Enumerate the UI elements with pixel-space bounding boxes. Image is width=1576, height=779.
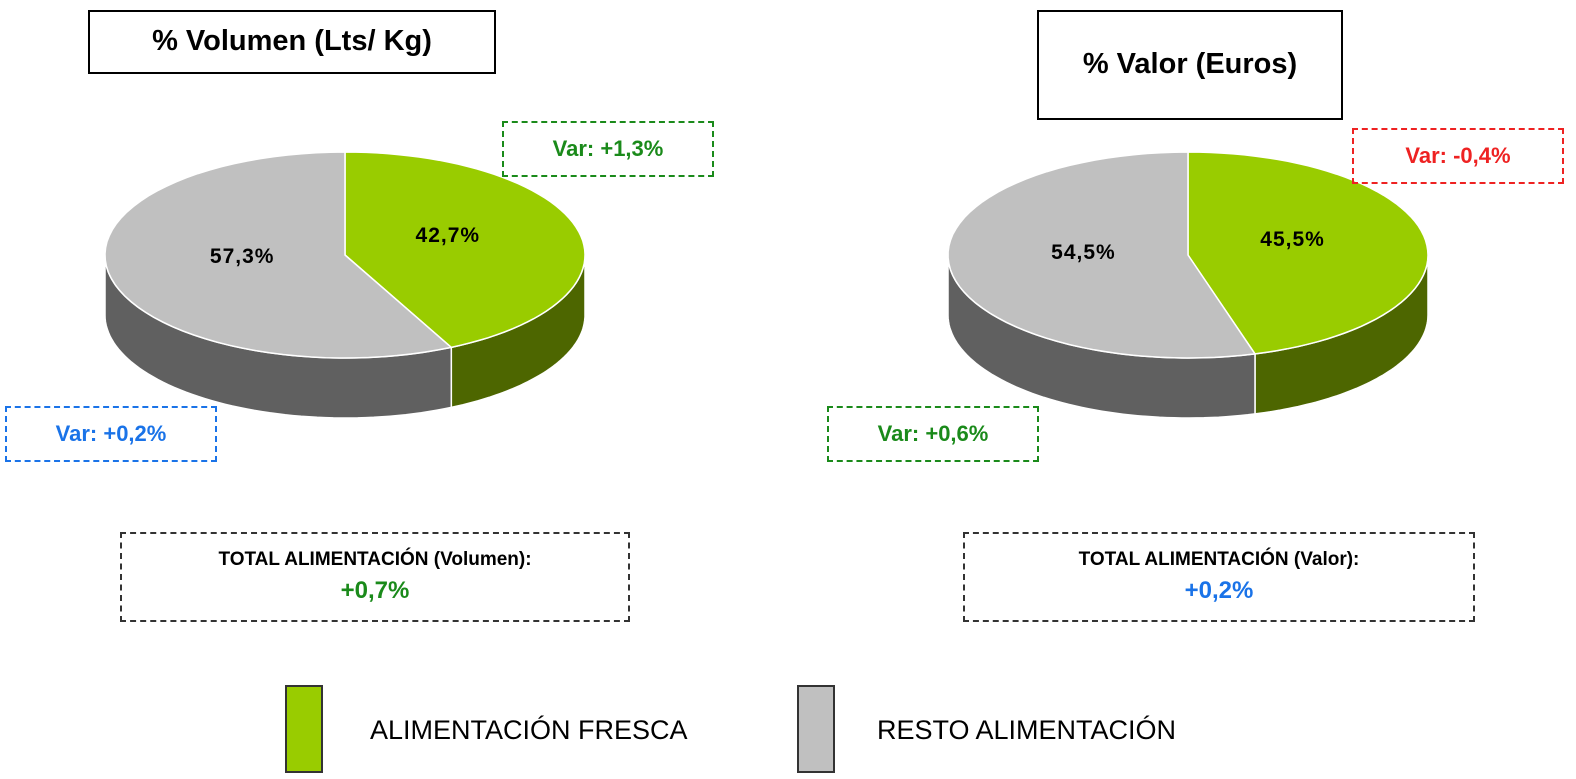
variation-box: Var: +0,2%: [5, 406, 217, 462]
total-label: TOTAL ALIMENTACIÓN (Volumen):: [218, 549, 532, 570]
chart-title: % Valor (Euros): [1037, 10, 1343, 120]
variation-box: Var: +0,6%: [827, 406, 1039, 462]
variation-box: Var: -0,4%: [1352, 128, 1564, 184]
pie-slice: [104, 151, 453, 359]
variation-box: Var: +1,3%: [502, 121, 714, 177]
pie-slice: [947, 151, 1257, 359]
total-label: TOTAL ALIMENTACIÓN (Valor):: [1078, 549, 1360, 570]
legend-swatch: [285, 685, 323, 773]
slice-label: 57,3%: [210, 245, 275, 268]
pie-slice: [344, 151, 586, 349]
slice-label: 42,7%: [416, 224, 481, 247]
legend-swatch: [797, 685, 835, 773]
total-box: TOTAL ALIMENTACIÓN (Valor): +0,2%: [963, 532, 1475, 622]
total-value: +0,7%: [340, 577, 410, 604]
pie-slice: [1187, 151, 1429, 355]
chart-title: % Volumen (Lts/ Kg): [88, 10, 496, 74]
total-box: TOTAL ALIMENTACIÓN (Volumen): +0,7%: [120, 532, 630, 622]
slice-label: 45,5%: [1260, 228, 1325, 251]
slice-label: 54,5%: [1051, 241, 1116, 264]
legend-label: ALIMENTACIÓN FRESCA: [370, 715, 688, 745]
total-value: +0,2%: [1184, 577, 1254, 604]
legend-label: RESTO ALIMENTACIÓN: [877, 715, 1177, 745]
